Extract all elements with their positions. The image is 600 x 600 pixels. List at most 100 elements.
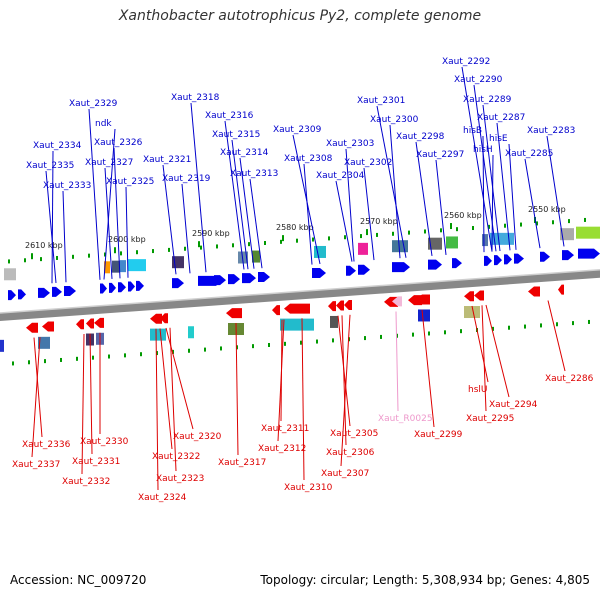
leader-line bbox=[415, 141, 433, 256]
reverse-gene-arrow bbox=[272, 305, 280, 316]
leader-line bbox=[524, 158, 541, 249]
tick-mark bbox=[344, 235, 346, 240]
reverse-gene-arrow bbox=[76, 319, 84, 330]
forward-gene-arrow bbox=[64, 285, 76, 296]
tick-mark bbox=[364, 336, 366, 341]
tick-mark bbox=[92, 355, 94, 360]
gene-label-xaut-2331: Xaut_2331 bbox=[72, 457, 120, 467]
scale-label-2550-kbp: 2550 kbp bbox=[528, 205, 566, 214]
tick-mark bbox=[12, 361, 14, 366]
leader-line bbox=[340, 314, 351, 467]
leader-line bbox=[190, 102, 207, 273]
leader-line bbox=[491, 154, 494, 252]
scale-tick bbox=[450, 223, 452, 230]
tick-mark bbox=[120, 251, 122, 256]
forward-gene-labels: Xaut_2292 Xaut_2290 Xaut_2329 Xaut_2318 Xaut… bbox=[26, 57, 575, 284]
tick-mark bbox=[284, 341, 286, 346]
forward-gene-arrow bbox=[494, 255, 502, 266]
tick-mark bbox=[360, 234, 362, 239]
forward-feature-box bbox=[576, 226, 600, 239]
tick-mark bbox=[332, 338, 334, 343]
tick-mark bbox=[396, 333, 398, 338]
reverse-gene-arrow bbox=[474, 290, 484, 301]
tick-mark bbox=[44, 359, 46, 364]
reverse-feature-box bbox=[150, 328, 166, 341]
reverse-feature-box bbox=[418, 309, 430, 322]
tick-mark bbox=[248, 242, 250, 247]
tick-mark bbox=[376, 232, 378, 237]
tick-mark bbox=[572, 321, 574, 326]
reverse-gene-arrow bbox=[284, 303, 310, 314]
rna-gene-arrow bbox=[392, 296, 402, 307]
leader-line bbox=[471, 305, 489, 383]
reverse-gene-arrow bbox=[558, 284, 564, 295]
gene-label-xaut-2309: Xaut_2309 bbox=[273, 125, 322, 135]
forward-gene-arrow bbox=[214, 275, 226, 286]
leader-line bbox=[303, 163, 313, 265]
tick-mark bbox=[472, 226, 474, 231]
tick-mark bbox=[380, 334, 382, 339]
leader-line bbox=[162, 164, 177, 275]
forward-gene-arrows bbox=[8, 248, 600, 301]
tick-mark bbox=[280, 239, 282, 244]
forward-feature-box bbox=[482, 234, 488, 247]
leader-line bbox=[104, 167, 113, 279]
gene-label-xaut-2304: Xaut_2304 bbox=[316, 171, 365, 181]
gene-label-xaut-2327: Xaut_2327 bbox=[85, 158, 133, 168]
tick-mark bbox=[88, 253, 90, 258]
forward-feature-box bbox=[490, 232, 514, 245]
scale-label-2590-kbp: 2590 kbp bbox=[192, 229, 230, 238]
gene-label-xaut-2286: Xaut_2286 bbox=[545, 374, 594, 384]
tick-mark bbox=[536, 221, 538, 226]
tick-mark bbox=[236, 345, 238, 350]
leader-line bbox=[335, 180, 353, 262]
gene-label-xaut-2308: Xaut_2308 bbox=[284, 154, 333, 164]
tick-mark bbox=[220, 346, 222, 351]
leader-line bbox=[277, 319, 285, 442]
tick-mark bbox=[552, 220, 554, 225]
reverse-feature-box bbox=[38, 336, 50, 349]
tick-mark bbox=[40, 257, 42, 262]
tick-mark bbox=[440, 228, 442, 233]
forward-gene-arrow bbox=[18, 289, 26, 300]
forward-feature-boxes bbox=[4, 226, 600, 281]
tick-mark bbox=[136, 250, 138, 255]
tick-mark bbox=[328, 236, 330, 241]
forward-gene-arrow bbox=[540, 251, 550, 262]
tick-mark bbox=[172, 349, 174, 354]
leader-line bbox=[33, 337, 43, 438]
forward-feature-box bbox=[446, 236, 458, 249]
gene-label-xaut-2283: Xaut_2283 bbox=[527, 126, 575, 136]
gene-label-xaut-2311: Xaut_2311 bbox=[261, 424, 309, 434]
forward-gene-arrow bbox=[428, 259, 442, 270]
gene-label-xaut-2319: Xaut_2319 bbox=[162, 174, 211, 184]
tick-mark bbox=[456, 227, 458, 232]
forward-feature-box bbox=[120, 260, 126, 273]
leader-line bbox=[81, 333, 85, 475]
forward-gene-arrow bbox=[52, 286, 62, 297]
reverse-feature-box bbox=[188, 326, 194, 339]
tick-mark bbox=[264, 240, 266, 245]
reverse-feature-box bbox=[330, 315, 338, 328]
forward-gene-arrow bbox=[504, 254, 512, 265]
reverse-gene-arrow bbox=[160, 313, 168, 324]
gene-label-xaut-2330: Xaut_2330 bbox=[80, 437, 129, 447]
gene-label-xaut-2321: Xaut_2321 bbox=[143, 155, 191, 165]
leader-line bbox=[249, 178, 263, 269]
tick-mark bbox=[556, 322, 558, 327]
reverse-gene-arrow bbox=[26, 322, 38, 333]
tick-mark bbox=[216, 244, 218, 249]
backbone-group bbox=[0, 269, 600, 321]
reverse-gene-arrow bbox=[150, 313, 162, 324]
gene-label-xaut-2295: Xaut_2295 bbox=[466, 414, 514, 424]
tick-mark bbox=[540, 323, 542, 328]
gene-label-xaut-2305: Xaut_2305 bbox=[330, 429, 378, 439]
tick-mark bbox=[200, 245, 202, 250]
forward-gene-arrow bbox=[562, 250, 574, 261]
forward-gene-arrow bbox=[578, 248, 600, 259]
gene-label-xaut-2329: Xaut_2329 bbox=[69, 99, 118, 109]
tick-mark bbox=[412, 332, 414, 337]
leader-line bbox=[45, 170, 57, 284]
gene-label-hisb: hisB bbox=[463, 126, 482, 136]
